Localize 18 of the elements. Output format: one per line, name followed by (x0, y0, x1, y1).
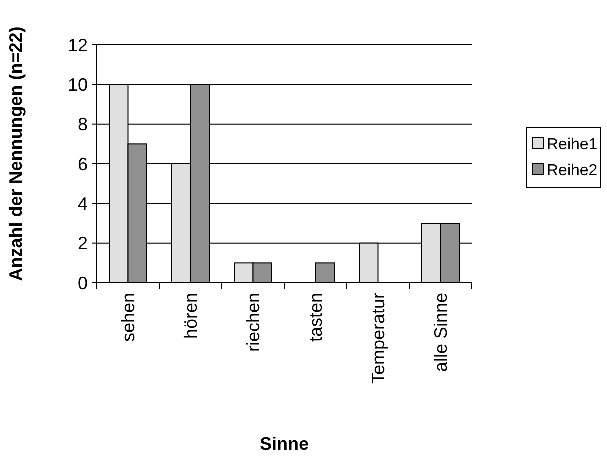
y-tick-label: 6 (78, 154, 88, 174)
y-tick-label: 12 (68, 35, 88, 56)
y-axis-title: Anzahl der Nennungen (n=22) (6, 26, 26, 282)
y-tick-label: 0 (78, 273, 88, 294)
x-tick-label: sehen (118, 293, 139, 342)
x-tick-label: riechen (244, 293, 264, 352)
x-tick-label: Temperatur (368, 293, 389, 384)
y-tick-label: 2 (78, 234, 88, 254)
legend-label: Reihe2 (547, 162, 598, 180)
y-tick-label: 10 (68, 74, 88, 95)
x-tick-label: tasten (306, 293, 326, 342)
legend-label: Reihe1 (547, 136, 598, 154)
y-tick-label: 8 (78, 114, 88, 135)
y-tick-label: 4 (78, 194, 88, 214)
x-tick-label: hören (181, 293, 202, 340)
bar (315, 262, 335, 284)
x-axis-title: Sinne (260, 434, 310, 454)
x-tick-label: alle Sinne (431, 293, 452, 372)
